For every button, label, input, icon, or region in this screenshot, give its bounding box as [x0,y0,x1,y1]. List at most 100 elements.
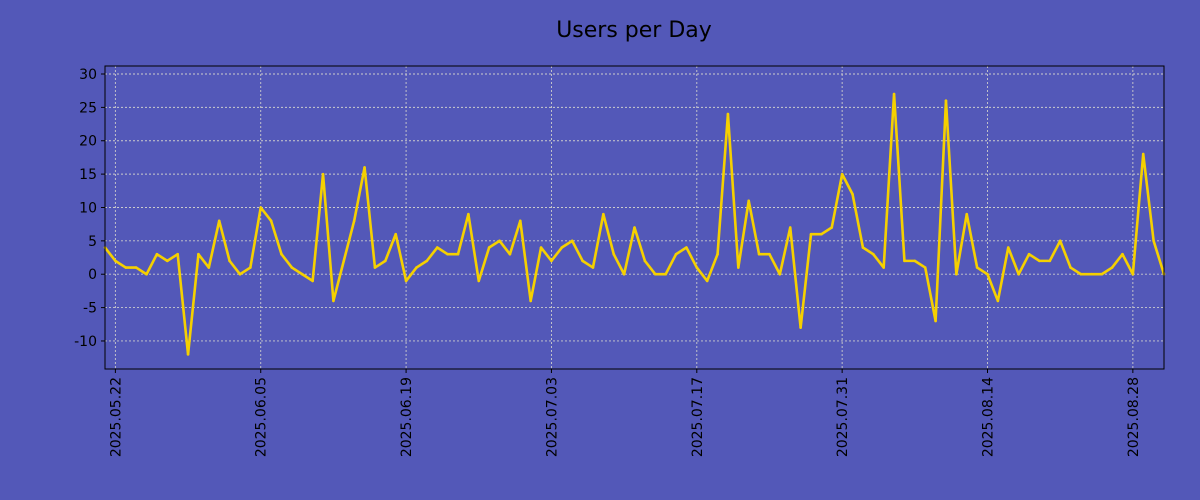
data-point [737,266,740,269]
x-tick-label: 2025.08.14 [981,377,997,457]
plot-area-frame [104,65,1165,370]
data-point [518,219,522,223]
data-point [913,259,917,263]
data-point [269,219,273,223]
data-point [570,239,574,243]
data-point [602,212,605,216]
data-point [674,252,678,256]
data-point [197,252,200,256]
data-point [352,219,356,223]
data-point [809,232,813,236]
y-tick-label: 25 [79,100,97,116]
data-point [1038,259,1041,263]
data-point [228,259,231,263]
data-point [1027,252,1031,256]
data-point [861,246,865,249]
x-tick-label: 2025.08.28 [1126,377,1142,457]
data-point [1121,252,1124,256]
data-point [934,319,937,323]
axis-ticks: -10 -5 0 5 10 15 20 25 30 2025.05.22 2025.06.05 202… [74,67,1142,457]
data-point [332,299,335,303]
data-point [1048,259,1052,263]
data-point [404,279,408,283]
data-point [851,192,854,196]
x-tick-label: 2025.07.31 [835,377,851,457]
series-line-users [103,92,1166,356]
data-point [280,252,283,256]
data-point [1131,272,1135,276]
data-point [840,172,844,176]
data-point [373,266,377,269]
data-point [633,226,636,229]
data-point [238,272,242,276]
data-point [529,299,532,303]
data-point [643,259,647,263]
data-point [384,259,387,263]
data-point [145,272,148,276]
data-point [321,172,325,176]
data-point [1110,266,1114,269]
data-point [612,252,616,256]
data-point [757,252,761,256]
data-point [477,279,481,283]
data-point [114,259,117,263]
data-point [705,279,709,283]
y-tick-label: 0 [88,267,97,283]
y-tick-label: 15 [79,167,97,183]
data-point [923,266,927,269]
data-point [425,259,429,263]
data-point [882,266,885,269]
data-point [124,266,128,269]
data-point [435,246,439,249]
data-point [747,199,751,203]
data-point [550,259,553,263]
data-point [487,246,491,249]
data-point [1100,272,1104,276]
data-point [560,246,564,249]
x-tick-label: 2025.06.19 [399,377,415,457]
y-tick-label: 20 [79,134,97,150]
data-point [1141,152,1145,156]
data-point [394,232,398,236]
data-point [1006,246,1010,249]
data-point [955,272,958,276]
x-tick-label: 2025.07.17 [690,377,706,457]
data-point [726,112,730,116]
data-point [622,272,626,276]
y-tick-label: 5 [88,234,97,250]
data-point [788,226,792,229]
data-point [217,219,221,223]
data-point [186,353,190,356]
data-point [207,266,211,269]
data-point [249,266,252,269]
data-point [778,272,782,276]
grid [105,66,1164,369]
data-point [1017,272,1020,276]
x-tick-label: 2025.06.05 [254,377,270,457]
data-point [871,252,875,256]
data-point [259,206,263,209]
x-tick-label: 2025.05.22 [108,377,124,457]
y-tick-label: 10 [79,200,97,216]
data-point [664,272,667,276]
data-point [581,259,584,263]
data-point [456,252,460,256]
data-point [290,266,294,269]
data-point [300,272,304,276]
data-point [1069,266,1072,269]
data-point [539,246,543,249]
data-point [155,252,159,256]
data-point [716,252,719,256]
data-point [975,266,979,269]
data-point [415,266,418,269]
data-point [903,259,906,263]
data-point [498,239,501,243]
data-point [342,259,346,263]
data-point [653,272,657,276]
data-point [508,252,512,256]
data-point [1058,239,1062,243]
data-point [820,232,823,236]
data-point [799,326,802,329]
data-point [944,99,948,102]
